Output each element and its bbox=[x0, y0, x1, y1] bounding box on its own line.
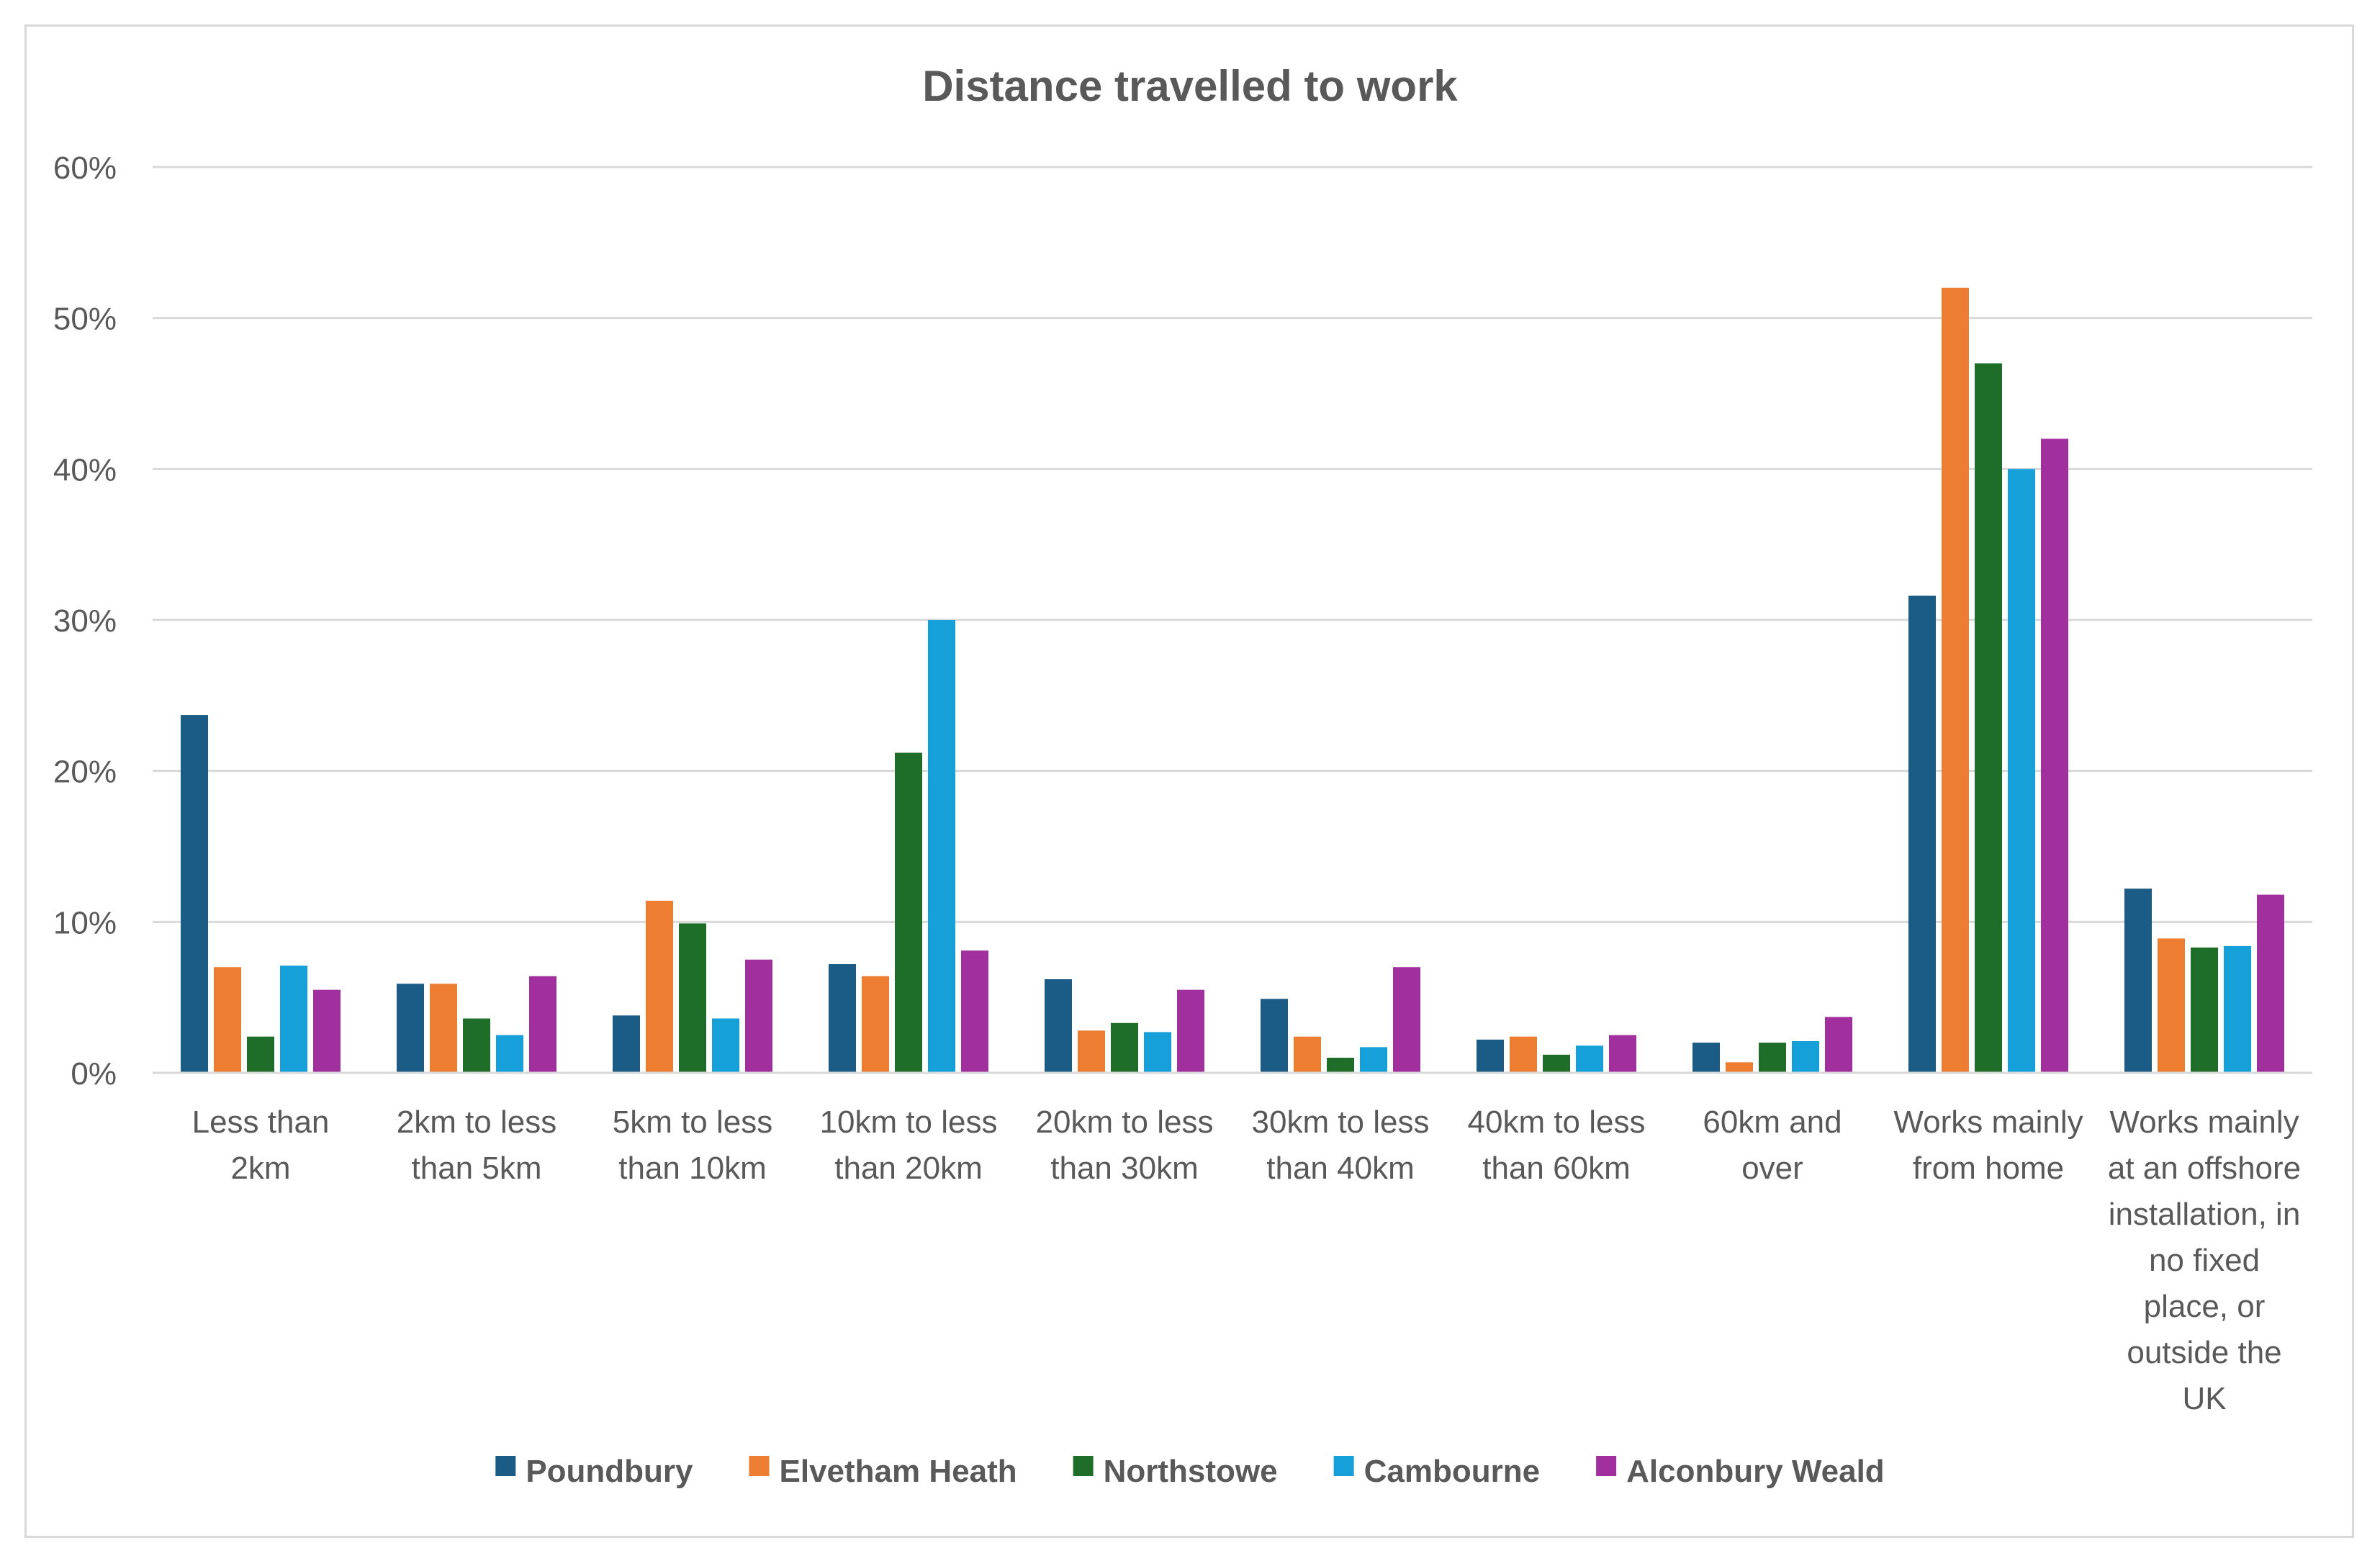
bar-cambourne bbox=[2224, 945, 2251, 1073]
bar-northstowe bbox=[463, 1018, 490, 1073]
legend-label: Cambourne bbox=[1364, 1454, 1540, 1489]
bar-northstowe bbox=[1327, 1058, 1354, 1073]
bar-elvetham-heath bbox=[862, 976, 889, 1073]
bar-elvetham-heath bbox=[1510, 1036, 1537, 1073]
bar-alconbury-weald bbox=[2257, 894, 2284, 1073]
legend: Poundbury Elvetham Heath Northstowe Cambour… bbox=[495, 1454, 1885, 1489]
y-axis-ticks: 0% 10% 20% 30% 40% 50% 60% bbox=[53, 150, 117, 1092]
legend-label: Northstowe bbox=[1104, 1454, 1278, 1489]
bar-cambourne bbox=[1576, 1045, 1603, 1073]
category-label: 5km to less than 10km bbox=[613, 1105, 773, 1186]
bar-alconbury-weald bbox=[745, 959, 772, 1073]
bar-poundbury bbox=[613, 1015, 640, 1073]
bar-northstowe bbox=[2191, 947, 2218, 1073]
bar-poundbury bbox=[181, 715, 208, 1073]
category-label: 10km to less than 20km bbox=[820, 1105, 998, 1186]
legend-swatch bbox=[749, 1456, 770, 1476]
bar-alconbury-weald bbox=[2041, 438, 2068, 1073]
category-label: Works mainly at an offshore installation, … bbox=[2108, 1105, 2301, 1416]
bar-northstowe bbox=[679, 923, 706, 1073]
y-tick-label: 20% bbox=[53, 755, 117, 790]
legend-swatch bbox=[1333, 1456, 1354, 1476]
bar-poundbury bbox=[397, 984, 424, 1073]
bar-alconbury-weald bbox=[961, 950, 988, 1073]
legend-swatch bbox=[1073, 1456, 1094, 1476]
category-label: Less than 2km bbox=[192, 1105, 330, 1186]
category-label: 60km and over bbox=[1703, 1105, 1842, 1186]
bar-northstowe bbox=[1975, 363, 2002, 1074]
bar-poundbury bbox=[1477, 1039, 1504, 1073]
legend-swatch bbox=[495, 1456, 516, 1476]
bar-elvetham-heath bbox=[2158, 938, 2185, 1073]
bar-elvetham-heath bbox=[1942, 287, 1969, 1073]
bar-alconbury-weald bbox=[1177, 989, 1204, 1073]
bar-elvetham-heath bbox=[646, 900, 673, 1073]
bar-elvetham-heath bbox=[1726, 1062, 1753, 1073]
bar-cambourne bbox=[712, 1018, 739, 1073]
bar-cambourne bbox=[496, 1035, 523, 1073]
bars bbox=[181, 287, 2284, 1074]
category-label: 30km to less than 40km bbox=[1252, 1105, 1430, 1186]
bar-cambourne bbox=[928, 620, 955, 1073]
y-tick-label: 30% bbox=[53, 603, 117, 639]
bar-alconbury-weald bbox=[1393, 967, 1420, 1073]
bar-poundbury bbox=[1261, 999, 1288, 1073]
bar-alconbury-weald bbox=[1609, 1035, 1636, 1073]
y-tick-label: 60% bbox=[53, 150, 117, 186]
bar-cambourne bbox=[1144, 1032, 1171, 1073]
bar-northstowe bbox=[1111, 1022, 1138, 1073]
bar-poundbury bbox=[1045, 979, 1072, 1073]
bar-alconbury-weald bbox=[1825, 1017, 1852, 1073]
bar-cambourne bbox=[280, 966, 307, 1073]
bar-elvetham-heath bbox=[1078, 1030, 1105, 1073]
bar-alconbury-weald bbox=[529, 976, 556, 1073]
category-label: Works mainly from home bbox=[1893, 1105, 2083, 1186]
legend-swatch bbox=[1596, 1456, 1617, 1476]
bar-northstowe bbox=[1759, 1043, 1786, 1073]
bar-poundbury bbox=[1692, 1043, 1720, 1073]
y-tick-label: 40% bbox=[53, 452, 117, 487]
legend-label: Alconbury Weald bbox=[1626, 1454, 1885, 1489]
bar-cambourne bbox=[2008, 469, 2035, 1073]
bar-alconbury-weald bbox=[313, 989, 341, 1073]
bar-northstowe bbox=[895, 752, 922, 1073]
y-tick-label: 50% bbox=[53, 302, 117, 337]
bar-elvetham-heath bbox=[430, 984, 457, 1073]
bar-elvetham-heath bbox=[1294, 1036, 1321, 1073]
bar-poundbury bbox=[2124, 889, 2152, 1073]
category-label: 20km to less than 30km bbox=[1036, 1105, 1214, 1186]
legend-label: Elvetham Heath bbox=[780, 1454, 1017, 1489]
category-label: 2km to less than 5km bbox=[397, 1105, 557, 1186]
y-tick-label: 0% bbox=[71, 1056, 117, 1092]
bar-poundbury bbox=[829, 964, 856, 1073]
bar-northstowe bbox=[1543, 1054, 1570, 1073]
chart-title: Distance travelled to work bbox=[922, 62, 1458, 110]
y-tick-label: 10% bbox=[53, 905, 117, 940]
bar-northstowe bbox=[247, 1036, 274, 1073]
bar-poundbury bbox=[1908, 595, 1936, 1073]
bar-cambourne bbox=[1360, 1047, 1387, 1073]
legend-label: Poundbury bbox=[526, 1454, 693, 1489]
bar-cambourne bbox=[1792, 1040, 1819, 1073]
category-labels: Less than 2km 2km to less than 5km 5km to le… bbox=[192, 1105, 2302, 1416]
bar-elvetham-heath bbox=[214, 967, 241, 1073]
category-label: 40km to less than 60km bbox=[1468, 1105, 1646, 1186]
